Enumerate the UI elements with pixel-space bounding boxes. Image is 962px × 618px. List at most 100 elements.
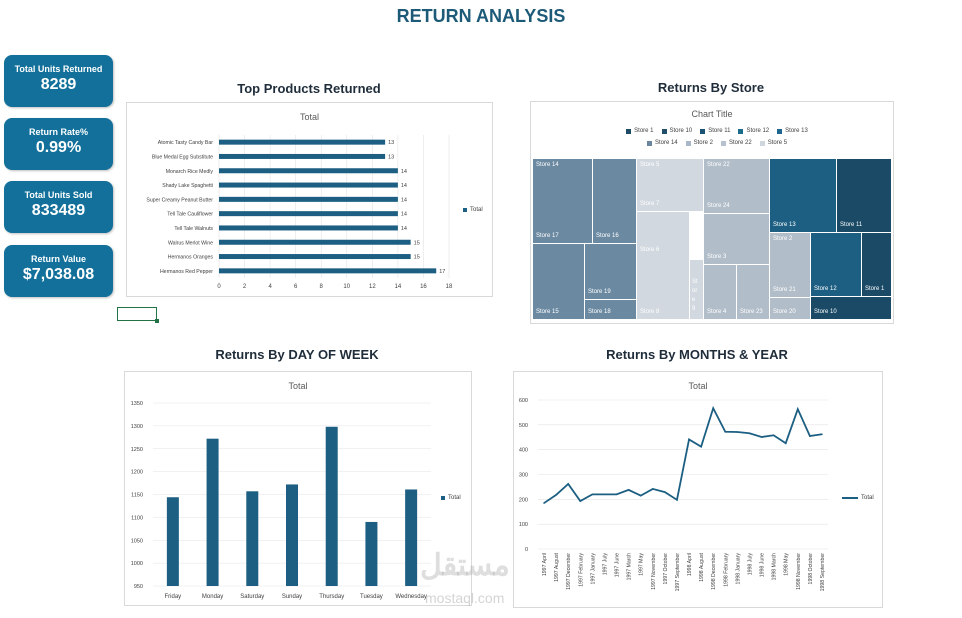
day-plot: 950 1000 1050 1100 1150 1200 1250 1300 1350 Frida… [131, 401, 431, 600]
legend-swatch [441, 496, 445, 500]
legend-label: Total [448, 495, 461, 501]
kpi-total-units-sold: Total Units Sold 833489 [4, 181, 113, 233]
month-plot: 0 100 200 300 400 500 600 1997 April 1997 August… [519, 398, 828, 592]
x-tick-label: 1998 April [687, 553, 693, 576]
legend-item: Store 14 [646, 140, 678, 146]
x-tick-label: 0 [217, 284, 221, 290]
kpi-total-units-returned: Total Units Returned 8289 [4, 55, 113, 107]
x-tick-label: 1997 April [542, 553, 548, 576]
x-tick-label: 1997 June [615, 553, 621, 577]
y-tick-label: 1100 [131, 515, 143, 521]
treemap-label: Store 23 [740, 309, 763, 315]
y-tick-label: 300 [519, 473, 528, 479]
treemap-label: Store 16 [596, 233, 619, 239]
data-point [579, 500, 582, 502]
legend-item: Store 2 [685, 140, 713, 146]
x-tick-label: Friday [165, 594, 182, 600]
x-tick-label: 18 [446, 284, 453, 290]
data-point [639, 494, 642, 497]
legend-label: Store 10 [669, 128, 693, 134]
bar [219, 168, 398, 174]
watermark-logo: مستقل [420, 549, 510, 582]
returns-by-day-title: Returns By DAY OF WEEK [215, 347, 379, 362]
data-point [688, 438, 690, 441]
top-products-plot: 0 2 4 6 8 10 12 14 16 18 Atomic Tasty Candy Bar 13 B… [146, 135, 453, 290]
category-label: Monarch Rice Medly [166, 169, 214, 175]
treemap-label: Store 17 [536, 233, 559, 239]
store-chart-title: Chart Title [691, 109, 733, 119]
treemap-tile [770, 298, 810, 319]
top-products-chart-title: Total [299, 112, 319, 122]
legend-swatch [777, 128, 783, 134]
legend-swatch [463, 208, 467, 212]
treemap-label: Store 3 [707, 254, 727, 260]
legend-swatch [700, 128, 706, 134]
top-products-chart[interactable]: Total 0 2 4 6 8 10 12 14 16 18 Atomic Tasty Candy … [126, 102, 493, 297]
legend-label: Store 1 [634, 128, 654, 134]
category-label: Tell Tale Walnuts [174, 226, 213, 232]
category-label: Blue Medal Egg Substitute [152, 154, 213, 160]
category-label: Tell Tale Cauliflower [167, 212, 213, 218]
treemap-tile [585, 244, 636, 299]
selected-cell[interactable] [117, 307, 159, 323]
x-tick-label: Thursday [319, 594, 344, 600]
legend-item: Store 5 [759, 140, 787, 146]
treemap-label: Store 7 [640, 201, 660, 207]
y-tick-label: 1150 [131, 493, 143, 499]
x-tick-label: 16 [420, 284, 427, 290]
x-tick-label: 4 [268, 284, 272, 290]
data-point [627, 489, 630, 491]
bar [365, 521, 378, 586]
treemap-label: Store 10 [814, 309, 837, 315]
data-point [760, 436, 763, 438]
x-tick-label: Wednesday [395, 594, 427, 600]
legend-label: Store 11 [708, 128, 731, 134]
treemap-tile [637, 159, 703, 211]
category-label: Shady Lake Spaghetti [162, 183, 213, 189]
kpi-label: Return Value [30, 254, 86, 264]
x-tick-label: 14 [395, 284, 402, 290]
legend-swatch [661, 128, 667, 134]
x-tick-label: 1998 July [747, 553, 753, 576]
x-tick-label: 8 [320, 284, 324, 290]
returns-by-month-title: Returns By MONTHS & YEAR [606, 347, 788, 362]
returns-by-store-chart[interactable]: Chart Title Store 1 Store 10 Store 11 Store… [530, 101, 894, 324]
y-tick-label: 400 [519, 448, 528, 454]
treemap-tile [690, 260, 703, 319]
x-tick-label: 1998 September [820, 553, 826, 592]
kpi-return-value: Return Value $7,038.08 [4, 245, 113, 297]
treemap-label: Store 19 [588, 289, 611, 295]
x-tick-label: 12 [369, 284, 376, 290]
data-point [664, 491, 666, 493]
treemap-label: Store 14 [536, 162, 559, 168]
watermark-text: mostaql.com [425, 590, 505, 606]
bar [166, 497, 179, 586]
y-tick-label: 1200 [131, 470, 143, 476]
x-tick-label: Monday [202, 594, 223, 600]
treemap-tile [862, 233, 891, 296]
treemap-tile [737, 265, 769, 319]
data-point [772, 434, 775, 437]
x-tick-label: 1997 February [578, 553, 584, 587]
kpi-label: Total Units Returned [14, 64, 103, 74]
kpi-value: 833489 [31, 202, 86, 219]
x-tick-label: 1998 August [699, 552, 705, 581]
y-tick-label: 1000 [131, 561, 143, 567]
treemap-label: Store 11 [840, 222, 863, 228]
kpi-value: $7,038.08 [22, 266, 95, 283]
treemap-tile [704, 265, 736, 319]
legend-label: Store 14 [654, 140, 678, 146]
bar [219, 239, 411, 245]
bar [219, 211, 398, 217]
returns-by-day-chart[interactable]: Total 950 1000 1050 1100 1150 1200 1250 1300 135… [124, 371, 472, 606]
returns-by-month-chart[interactable]: Total 0 100 200 300 400 500 600 1997 April 1997 … [513, 371, 883, 608]
legend-swatch [626, 128, 632, 134]
x-tick-label: 10 [343, 284, 350, 290]
data-point [555, 494, 557, 496]
y-tick-label: 1300 [131, 424, 143, 430]
returns-by-store-title: Returns By Store [657, 80, 765, 95]
store-treemap: Store 14 Store 17 Store 16 Store 15 Store 19… [533, 159, 891, 319]
y-tick-label: 600 [519, 398, 528, 404]
bar [286, 484, 298, 586]
day-legend: Total [441, 495, 461, 501]
